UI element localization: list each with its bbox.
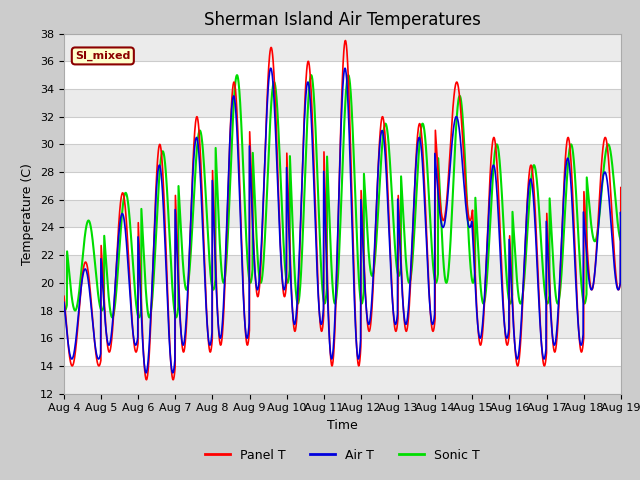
Bar bbox=[64, 200, 621, 228]
Title: Sherman Island Air Temperatures: Sherman Island Air Temperatures bbox=[204, 11, 481, 29]
Bar bbox=[64, 311, 621, 338]
Bar bbox=[64, 144, 621, 172]
Legend: Panel T, Air T, Sonic T: Panel T, Air T, Sonic T bbox=[200, 444, 485, 467]
Bar bbox=[64, 255, 621, 283]
Y-axis label: Temperature (C): Temperature (C) bbox=[22, 163, 35, 264]
Text: SI_mixed: SI_mixed bbox=[75, 51, 131, 61]
X-axis label: Time: Time bbox=[327, 419, 358, 432]
Bar bbox=[64, 89, 621, 117]
Bar bbox=[64, 366, 621, 394]
Bar bbox=[64, 34, 621, 61]
